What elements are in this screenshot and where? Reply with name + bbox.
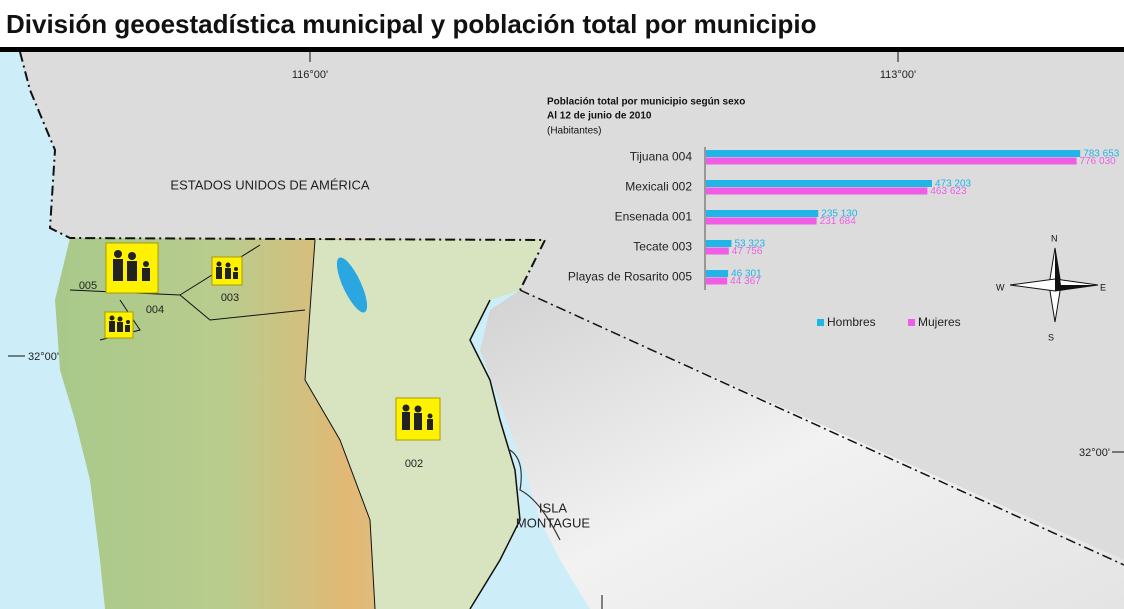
latitude-label: 32°00': [1079, 447, 1110, 459]
category-label: Playas de Rosarito 005: [568, 270, 692, 284]
longitude-label: 113°00': [880, 69, 916, 81]
bar: [706, 158, 1077, 165]
legend-swatch: [817, 319, 824, 326]
category-label: Tijuana 004: [630, 150, 693, 164]
municipality-code: 003: [221, 292, 239, 304]
compass-label: E: [1100, 282, 1106, 292]
category-label: Ensenada 001: [615, 210, 693, 224]
compass-label: W: [996, 282, 1005, 292]
category-label: Mexicali 002: [625, 180, 692, 194]
bar: [706, 180, 932, 187]
chart-subtitle: Al 12 de junio de 2010: [547, 111, 652, 122]
longitude-label: 116°00': [292, 69, 328, 81]
bar: [706, 248, 729, 255]
island-label: ISLA: [539, 500, 568, 515]
category-label: Tecate 003: [633, 240, 692, 254]
legend-label: Hombres: [827, 315, 876, 329]
bar: [706, 210, 818, 217]
compass-label: S: [1048, 332, 1054, 342]
value-label: 44 367: [730, 276, 761, 287]
compass-label: N: [1051, 233, 1058, 243]
municipality-code: 005: [79, 280, 97, 292]
title-rule: [0, 47, 1124, 52]
bar: [706, 218, 817, 225]
legend-swatch: [908, 319, 915, 326]
page-title: División geoestadística municipal y pobl…: [6, 9, 816, 39]
value-label: 47 756: [732, 246, 763, 257]
latitude-label: 32°00': [28, 351, 59, 363]
country-label: ESTADOS UNIDOS DE AMÉRICA: [170, 177, 369, 192]
legend-label: Mujeres: [918, 315, 961, 329]
bar: [706, 150, 1080, 157]
bar: [706, 240, 731, 247]
municipality-code: 004: [146, 304, 164, 316]
value-label: 776 030: [1080, 156, 1117, 167]
municipality-code: 002: [405, 458, 423, 470]
chart-unit: (Habitantes): [547, 126, 601, 137]
chart-title: Población total por municipio según sexo: [547, 97, 745, 108]
bar: [706, 188, 927, 195]
bar: [706, 270, 728, 277]
page: División geoestadística municipal y pobl…: [0, 0, 1124, 609]
island-label: MONTAGUE: [516, 515, 590, 530]
value-label: 231 684: [820, 216, 857, 227]
bar: [706, 278, 727, 285]
value-label: 463 623: [930, 186, 967, 197]
